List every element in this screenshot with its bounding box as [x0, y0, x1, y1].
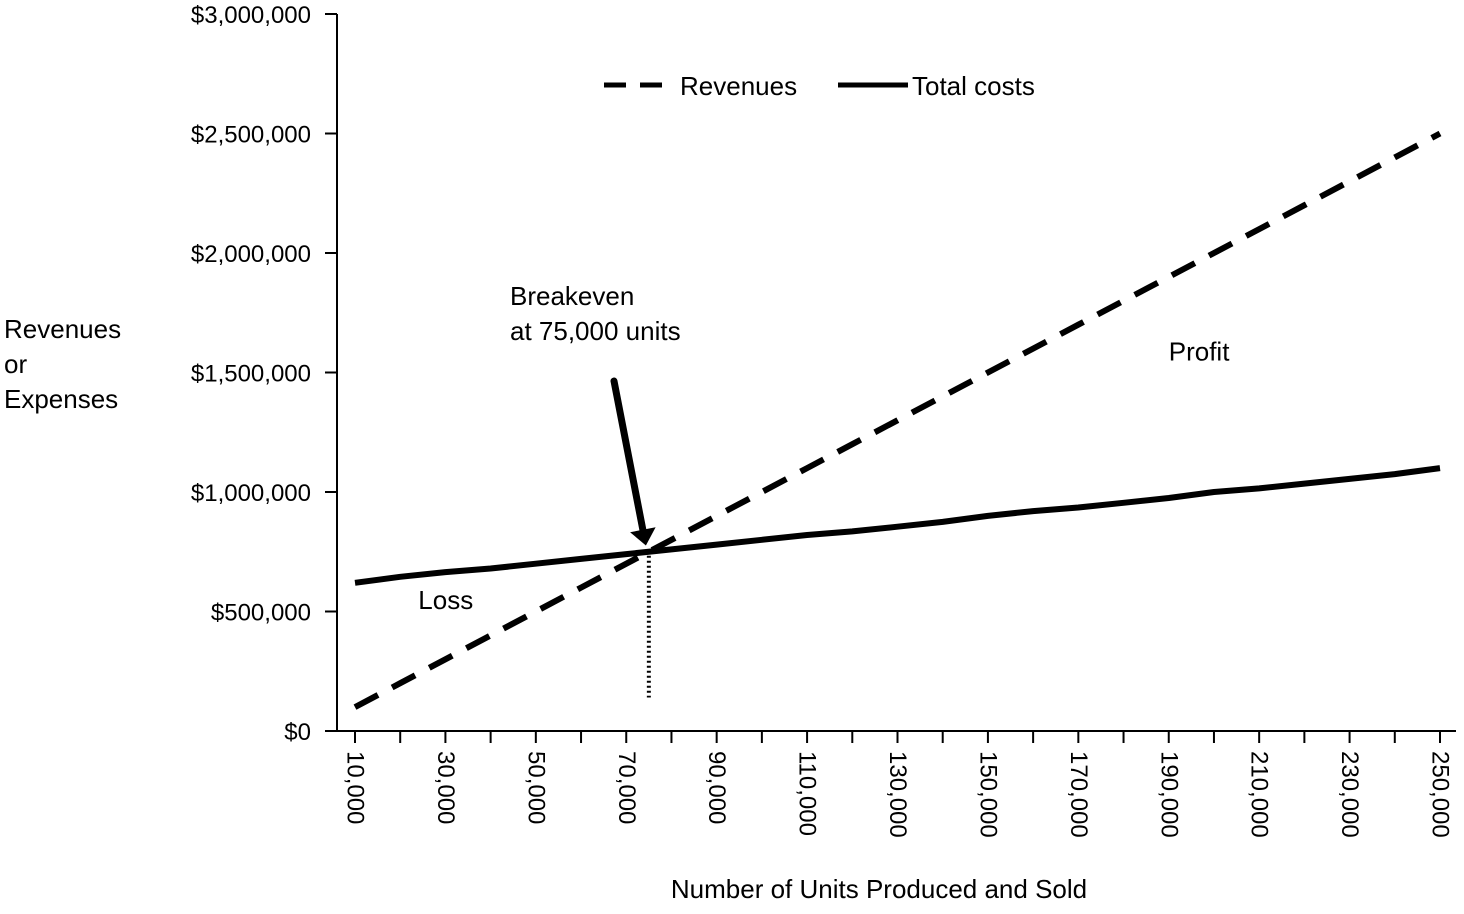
y-tick-label: $3,000,000 [191, 2, 311, 29]
x-tick-label: 130,000 [884, 751, 911, 838]
annotation-profit: Profit [1169, 337, 1230, 367]
y-tick-label: $1,500,000 [191, 361, 311, 388]
x-tick-label: 210,000 [1246, 751, 1273, 838]
breakeven-annotation: Breakeven at 75,000 units [510, 281, 681, 346]
y-tick-label: $0 [284, 719, 311, 746]
x-tick-label: 170,000 [1065, 751, 1092, 838]
breakeven-arrow-shaft [610, 377, 647, 534]
x-tick-label: 230,000 [1336, 751, 1363, 838]
breakeven-label-line-1: Breakeven [510, 281, 634, 311]
breakeven-label-line-2: at 75,000 units [510, 316, 681, 346]
legend-revenues-label: Revenues [680, 71, 797, 101]
x-tick-label: 10,000 [342, 751, 369, 824]
legend: Revenues Total costs [604, 71, 1035, 101]
annotation-loss: Loss [418, 585, 473, 615]
legend-total-costs-label: Total costs [912, 71, 1035, 101]
x-tick-label: 110,000 [794, 751, 821, 836]
y-axis-title-line-2: or [4, 349, 27, 379]
y-tick-label: $2,000,000 [191, 241, 311, 268]
x-tick-label: 190,000 [1155, 751, 1182, 838]
y-axis-title: Revenues or Expenses [4, 314, 121, 414]
y-axis-title-line-3: Expenses [4, 384, 118, 414]
x-tick-label: 150,000 [974, 751, 1001, 838]
x-tick-label: 250,000 [1427, 751, 1454, 838]
y-axis-title-line-1: Revenues [4, 314, 121, 344]
y-tick-label: $2,500,000 [191, 122, 311, 149]
total-costs-line [354, 465, 1441, 586]
x-axis-title: Number of Units Produced and Sold [671, 874, 1087, 904]
revenues-line [353, 130, 1442, 710]
y-tick-label: $500,000 [211, 600, 311, 627]
x-tick-label: 50,000 [522, 751, 549, 824]
breakeven-arrow-head [630, 527, 656, 546]
x-tick-label: 70,000 [613, 751, 640, 824]
x-tick-label: 30,000 [432, 751, 459, 824]
y-tick-label: $1,000,000 [191, 480, 311, 507]
x-tick-label: 90,000 [703, 751, 730, 824]
